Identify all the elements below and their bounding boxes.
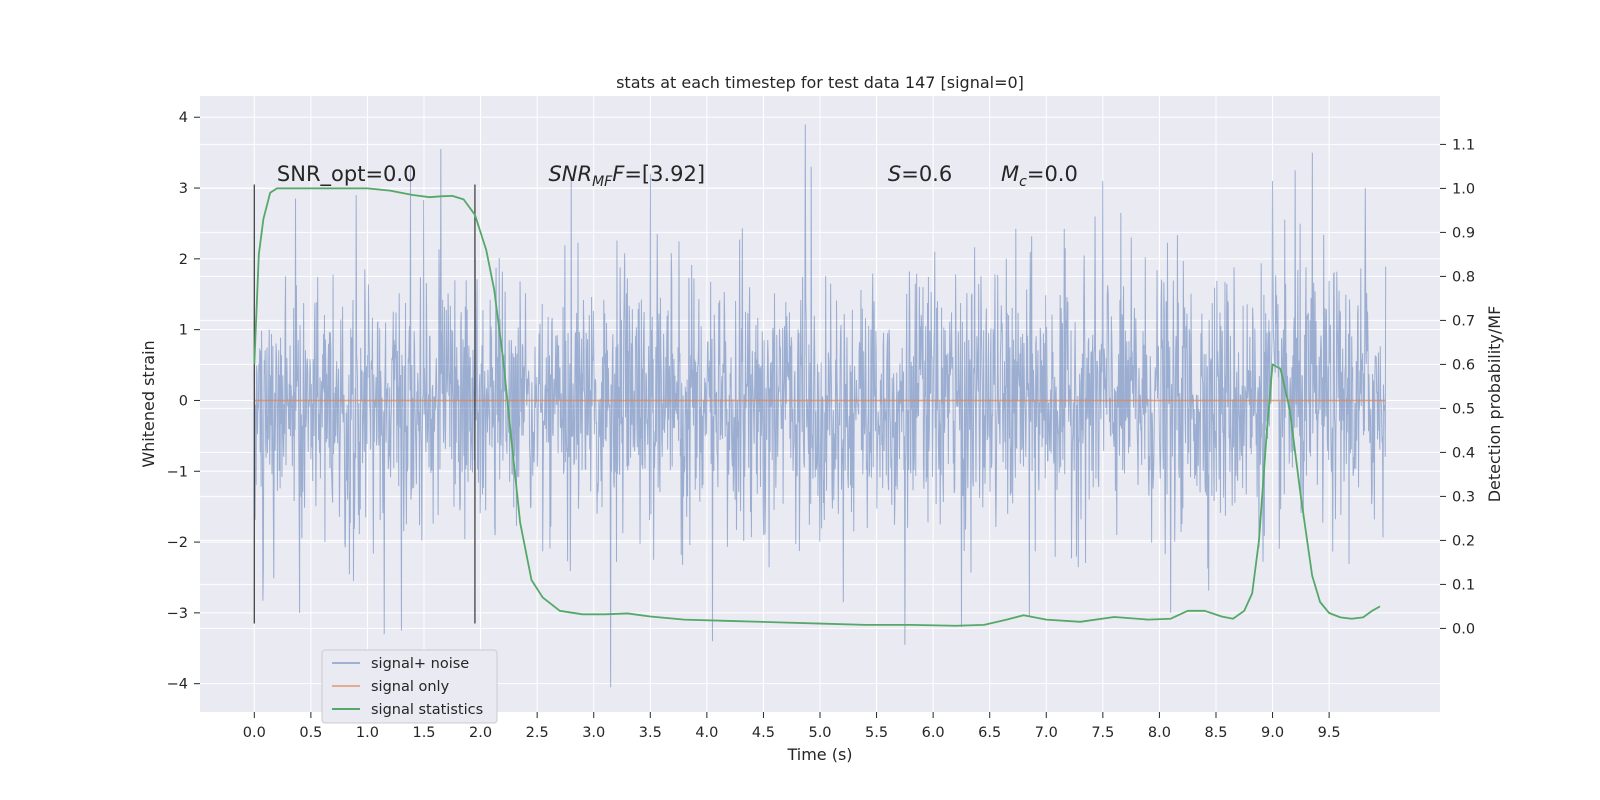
- y-tick-label-0: −4: [167, 677, 188, 693]
- legend: signal+ noise signal only signal statist…: [321, 649, 498, 724]
- x-tick-label-2: 1.0: [356, 725, 379, 741]
- y-ticks: −4 −3 −2 −1 0 1 2 3 4: [167, 110, 200, 693]
- y-tick-label-5: 1: [179, 323, 188, 339]
- x-tick-label-6: 3.0: [582, 725, 605, 741]
- annotation-1: SNRMFF=[3.92]: [548, 162, 705, 190]
- y-tick-label-4: 0: [179, 393, 188, 409]
- y2-tick-label-1: 0.1: [1452, 577, 1475, 593]
- y2-tick-label-9: 0.9: [1452, 225, 1475, 241]
- y-axis-label: Whitened strain: [139, 340, 158, 467]
- x-tick-label-13: 6.5: [978, 725, 1001, 741]
- y2-tick-label-2: 0.2: [1452, 533, 1475, 549]
- y-tick-label-6: 2: [179, 252, 188, 268]
- y2-tick-label-11: 1.1: [1452, 137, 1475, 153]
- annotation-3: Mc=0.0: [1001, 162, 1078, 190]
- annotation-0: SNR_opt=0.0: [277, 162, 417, 187]
- chart-title: stats at each timestep for test data 147…: [616, 73, 1024, 92]
- x-tick-label-18: 9.0: [1261, 725, 1284, 741]
- x-tick-label-3: 1.5: [412, 725, 435, 741]
- legend-label-signal-only: signal only: [371, 679, 450, 695]
- x-ticks: 0.0 0.5 1.0 1.5 2.0 2.5 3.0 3.5 4.0 4.5 5.0 5.5 6.0 6…: [243, 712, 1341, 741]
- y-tick-label-7: 3: [179, 181, 188, 197]
- signal-plus-noise-line: [253, 124, 1387, 688]
- x-tick-label-11: 5.5: [865, 725, 888, 741]
- annotation-2: S=0.6: [888, 162, 952, 186]
- y2-tick-label-10: 1.0: [1452, 181, 1475, 197]
- y2-axis-label: Detection probability/MF: [1485, 306, 1504, 503]
- y2-tick-label-8: 0.8: [1452, 269, 1475, 285]
- y2-tick-label-3: 0.3: [1452, 489, 1475, 505]
- y-tick-label-1: −3: [167, 606, 188, 622]
- x-tick-label-16: 8.0: [1148, 725, 1171, 741]
- x-tick-label-4: 2.0: [469, 725, 492, 741]
- x-tick-label-17: 8.5: [1204, 725, 1227, 741]
- y2-tick-label-5: 0.5: [1452, 401, 1475, 417]
- legend-label-signal-plus-noise: signal+ noise: [371, 656, 469, 672]
- x-tick-label-14: 7.0: [1035, 725, 1058, 741]
- legend-label-signal-statistics: signal statistics: [371, 702, 483, 718]
- signal-statistics-line: [253, 187, 1381, 627]
- x-tick-label-15: 7.5: [1091, 725, 1114, 741]
- annotations: SNR_opt=0.0 SNRMFF=[3.92] S=0.6 Mc=0.0: [277, 162, 1078, 190]
- legend-box: [321, 649, 498, 724]
- x-axis-label: Time (s): [786, 745, 852, 764]
- series-signal-statistics: [253, 187, 1381, 627]
- y2-tick-label-6: 0.6: [1452, 357, 1475, 373]
- x-tick-label-9: 4.5: [752, 725, 775, 741]
- y-tick-label-8: 4: [179, 110, 188, 126]
- x-tick-label-5: 2.5: [526, 725, 549, 741]
- vertical-markers: [253, 184, 476, 624]
- y2-tick-label-0: 0.0: [1452, 621, 1475, 637]
- y-tick-label-2: −2: [167, 535, 188, 551]
- y2-ticks: 0.0 0.1 0.2 0.3 0.4 0.5 0.6 0.7 0.8 0.9 1.0 1.1: [1440, 137, 1475, 637]
- y2-tick-label-7: 0.7: [1452, 313, 1475, 329]
- x-tick-label-1: 0.5: [299, 725, 322, 741]
- x-tick-label-10: 5.0: [808, 725, 831, 741]
- x-tick-label-19: 9.5: [1318, 725, 1341, 741]
- x-tick-label-8: 4.0: [695, 725, 718, 741]
- x-tick-label-0: 0.0: [243, 725, 266, 741]
- x-tick-label-7: 3.5: [639, 725, 662, 741]
- series-signal-plus-noise: [253, 124, 1387, 688]
- y2-tick-label-4: 0.4: [1452, 445, 1475, 461]
- x-tick-label-12: 6.0: [922, 725, 945, 741]
- y-tick-label-3: −1: [167, 464, 188, 480]
